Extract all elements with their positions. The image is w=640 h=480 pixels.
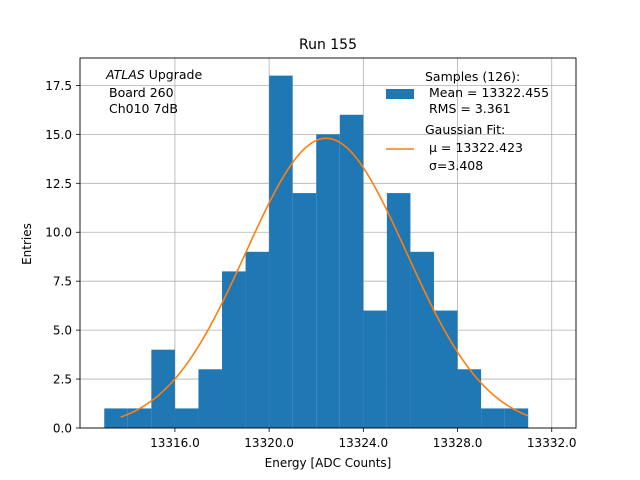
histogram-bar	[316, 134, 340, 428]
histogram-bar	[174, 408, 199, 428]
legend-samples-patch	[386, 89, 414, 99]
legend-samples-header: Samples (126):	[425, 69, 520, 84]
histogram-bar	[363, 310, 387, 428]
y-tick-label: 2.5	[53, 373, 72, 387]
histogram-bar	[198, 369, 223, 428]
legend-samples-mean: Mean = 13322.455	[429, 85, 549, 100]
gaussian-fit-curve	[120, 137, 529, 418]
y-axis-label: Entries	[20, 223, 34, 265]
histogram-bar	[457, 369, 482, 428]
legend: Samples (126): Mean = 13322.455 RMS = 3.…	[386, 69, 549, 173]
annotation-board: Board 260	[109, 85, 174, 100]
y-tick-label: 12.5	[45, 177, 72, 191]
y-tick-label: 5.0	[53, 324, 72, 338]
y-tick-label: 17.5	[45, 79, 72, 93]
x-tick-label: 13332.0	[527, 436, 577, 450]
histogram-bar	[339, 114, 364, 428]
histogram-bar	[410, 251, 434, 428]
annotation-channel: Ch010 7dB	[109, 101, 178, 116]
legend-fit-header: Gaussian Fit:	[425, 122, 505, 137]
x-tick-label: 13324.0	[339, 436, 389, 450]
y-tick-label: 0.0	[53, 422, 72, 436]
histogram-bar	[245, 251, 270, 428]
legend-fit-sigma: σ=3.408	[429, 158, 483, 173]
x-tick-label: 13320.0	[244, 436, 294, 450]
x-axis-label: Energy [ADC Counts]	[265, 456, 392, 470]
y-tick-label: 15.0	[45, 128, 72, 142]
histogram-bar	[292, 193, 317, 428]
annotation-line-1: ATLAS Upgrade	[105, 67, 202, 82]
histogram-bars	[104, 75, 529, 428]
histogram-bar	[481, 408, 505, 428]
histogram-bar	[127, 408, 152, 428]
x-tick-label: 13328.0	[433, 436, 483, 450]
histogram-bar	[386, 193, 411, 428]
histogram-bar	[151, 349, 175, 428]
histogram-bar	[269, 75, 293, 428]
y-axis-ticks: 0.0 2.5 5.0 7.5 10.0 12.5 15.0 17.5	[45, 79, 80, 436]
chart-title: Run 155	[299, 37, 357, 53]
histogram-bar	[104, 408, 128, 428]
experiment-annotation: ATLAS Upgrade Board 260 Ch010 7dB	[105, 67, 202, 116]
y-tick-label: 10.0	[45, 226, 72, 240]
y-tick-label: 7.5	[53, 275, 72, 289]
histogram-bar	[222, 271, 246, 428]
axes-frame	[79, 57, 577, 429]
legend-fit-mu: μ = 13322.423	[429, 140, 523, 155]
histogram-bar	[433, 310, 458, 428]
x-tick-label: 13316.0	[150, 436, 200, 450]
x-axis-ticks: 13316.0 13320.0 13324.0 13328.0 13332.0	[150, 428, 577, 450]
legend-samples-rms: RMS = 3.361	[429, 101, 511, 116]
